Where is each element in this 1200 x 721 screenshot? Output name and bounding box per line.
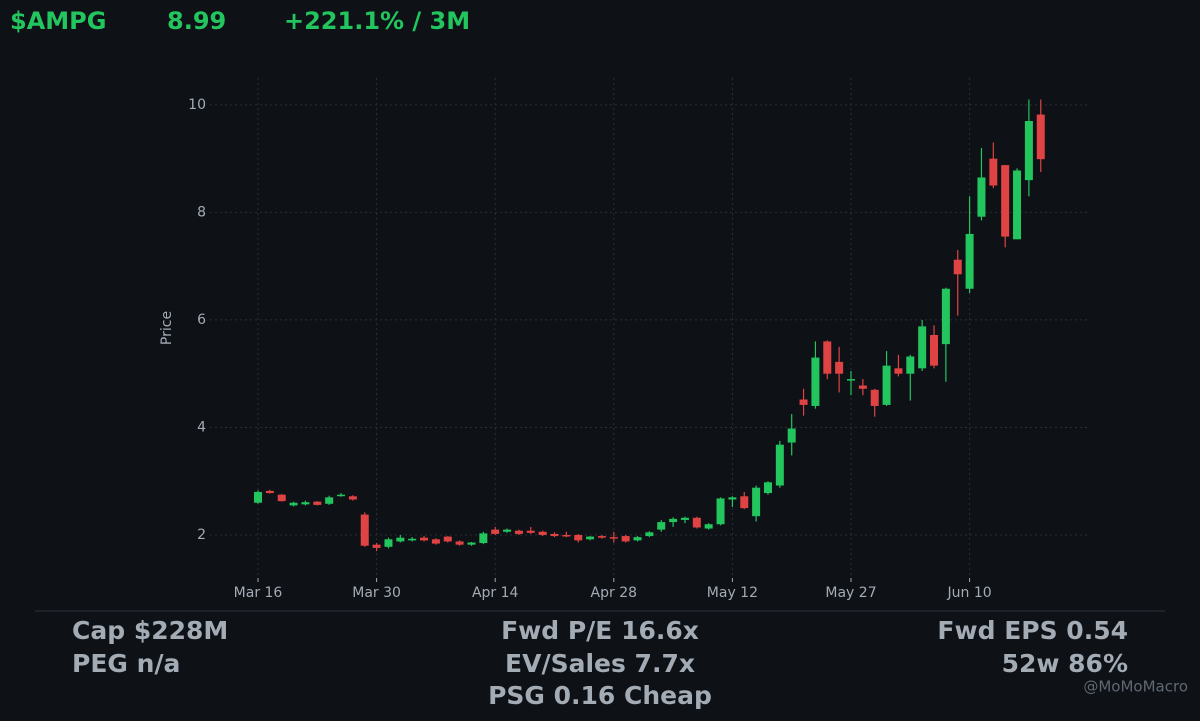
candle-body (645, 532, 654, 537)
candle-body (289, 502, 298, 506)
x-tick-label: Apr 14 (472, 585, 519, 601)
candle-body (752, 487, 761, 517)
candle-body (455, 541, 464, 545)
candle-body (858, 385, 867, 389)
candle-body (503, 529, 512, 532)
candle-body (882, 365, 891, 405)
candle-body (467, 542, 476, 545)
candle-body (550, 533, 559, 537)
candle-body (894, 368, 903, 374)
candle-body (763, 482, 772, 494)
y-tick-label: 2 (197, 527, 206, 543)
candle-body (1036, 114, 1045, 160)
candle-body (420, 537, 429, 541)
candle-body (265, 490, 274, 494)
candle-body (526, 530, 535, 533)
candle-body (621, 536, 630, 542)
price: 8.99 (167, 7, 226, 35)
plot-area (210, 78, 1090, 578)
candle-body (657, 522, 666, 530)
candle-body (609, 537, 618, 539)
candle-body (443, 536, 452, 542)
candle-body (408, 538, 417, 541)
candle-body (799, 399, 808, 405)
candle-body (514, 530, 523, 534)
y-axis-label: Price (159, 311, 175, 345)
x-tick-label: May 12 (707, 585, 758, 601)
candle-body (728, 497, 737, 500)
candle-body (811, 357, 820, 406)
y-tick-label: 8 (197, 204, 206, 220)
candle-body (1013, 170, 1022, 240)
stat: Cap $228M (72, 616, 228, 645)
stat: 52w 86% (1002, 649, 1128, 678)
candle-body (538, 531, 547, 535)
candle-body (396, 537, 405, 542)
stat: PEG n/a (72, 649, 180, 678)
candle-body (586, 536, 595, 540)
y-tick-label: 10 (188, 97, 206, 113)
candle-body (823, 341, 832, 374)
candle-body (384, 539, 393, 547)
candle-body (847, 379, 855, 381)
stat: Fwd EPS 0.54 (937, 616, 1128, 645)
candle-body (835, 361, 844, 374)
x-tick-label: Jun 10 (947, 585, 992, 601)
candle-body (574, 534, 583, 541)
candle-body (740, 496, 749, 509)
candle-body (930, 334, 939, 366)
candle-body (491, 529, 500, 534)
candle-body (989, 158, 998, 186)
candle-body (360, 514, 369, 546)
candle-body (372, 544, 381, 548)
candle-body (870, 389, 879, 406)
candle-body (562, 534, 571, 537)
stat: Fwd P/E 16.6x (501, 616, 699, 645)
x-tick-label: Mar 16 (234, 585, 283, 601)
stat: PSG 0.16 Cheap (488, 681, 712, 710)
x-tick-label: Apr 28 (591, 585, 637, 601)
candle-body (313, 501, 322, 505)
y-tick-label: 6 (197, 312, 206, 328)
candle-body (692, 517, 701, 528)
candle-body (431, 539, 440, 544)
candle-body (775, 444, 784, 486)
candle-body (716, 498, 725, 525)
candle-body (479, 533, 488, 544)
candle-body (977, 177, 986, 217)
change: +221.1% / 3M (284, 7, 470, 35)
stat: EV/Sales 7.7x (505, 649, 695, 678)
y-tick-label: 4 (197, 419, 206, 435)
candle-body (597, 536, 606, 538)
x-tick-label: Mar 30 (352, 585, 401, 601)
candle-body (633, 537, 642, 541)
candle-body (1001, 165, 1010, 237)
watermark: @MoMoMacro (1083, 678, 1188, 696)
ticker: $AMPG (10, 7, 106, 35)
candle-body (348, 496, 357, 500)
candle-body (906, 356, 915, 374)
x-tick-label: May 27 (825, 585, 876, 601)
candle-body (325, 497, 334, 504)
candle-body (918, 326, 927, 369)
candle-body (965, 233, 974, 289)
candle-body (941, 288, 950, 345)
candle-body (301, 502, 310, 505)
candle-body (1024, 121, 1033, 181)
candle-body (680, 517, 689, 520)
candle-body (953, 259, 962, 275)
candle-body (787, 428, 796, 443)
candle-body (669, 518, 678, 523)
candle-body (277, 494, 286, 502)
candle-body (337, 494, 346, 497)
candle-body (704, 524, 713, 529)
candle-body (254, 491, 262, 503)
